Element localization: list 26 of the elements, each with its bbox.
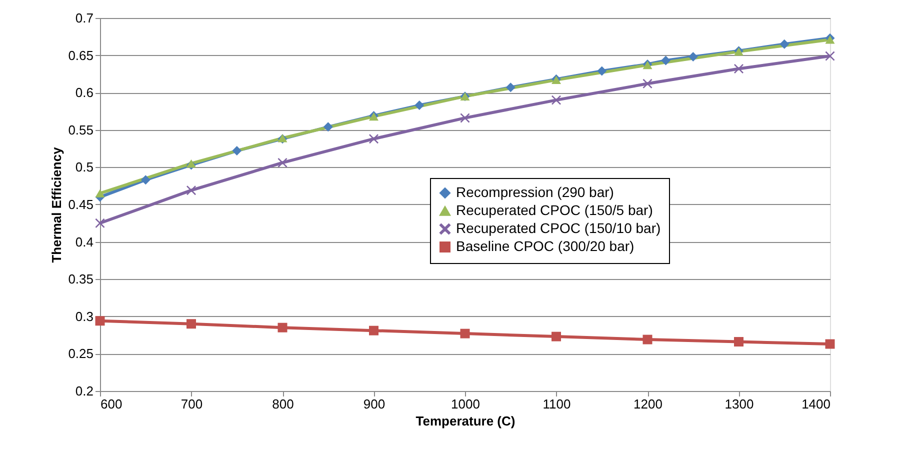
y-tick-label: 0.55 — [68, 122, 94, 138]
y-tick-label: 0.2 — [75, 384, 94, 398]
x-tick-label: 1100 — [542, 396, 571, 412]
x-tick-label: 1300 — [724, 396, 754, 412]
x-tick-label: 800 — [272, 396, 294, 412]
x-tick-label: 900 — [363, 396, 386, 412]
x-tick-label: 1200 — [634, 396, 662, 412]
y-tick-label: 0.6 — [75, 85, 94, 100]
y-tick-label: 0.5 — [75, 160, 94, 175]
x-tick-label: 700 — [180, 396, 203, 412]
y-tick-label: 0.25 — [68, 346, 94, 362]
y-tick-label: 0.3 — [75, 308, 94, 324]
y-tick-label: 0.65 — [68, 48, 94, 63]
legend-label: Recuperated CPOC (150/10 bar) — [456, 220, 661, 236]
legend-label: Recompression (290 bar) — [456, 184, 614, 200]
y-tick-label: 0.45 — [68, 197, 94, 212]
y-tick-label: 0.4 — [75, 234, 94, 250]
legend-label: Recuperated CPOC (150/5 bar) — [456, 202, 653, 218]
legend-label: Baseline CPOC (300/20 bar) — [456, 238, 634, 254]
y-tick-label: 0.7 — [75, 10, 94, 26]
x-tick-label: 600 — [100, 396, 122, 412]
y-axis-title: Thermal Efficiency — [49, 146, 64, 263]
x-tick-label: 1000 — [451, 396, 480, 412]
y-tick-label: 0.35 — [68, 272, 94, 287]
x-tick-label: 1400 — [802, 396, 830, 412]
x-axis-title: Temperature (C) — [416, 414, 516, 428]
